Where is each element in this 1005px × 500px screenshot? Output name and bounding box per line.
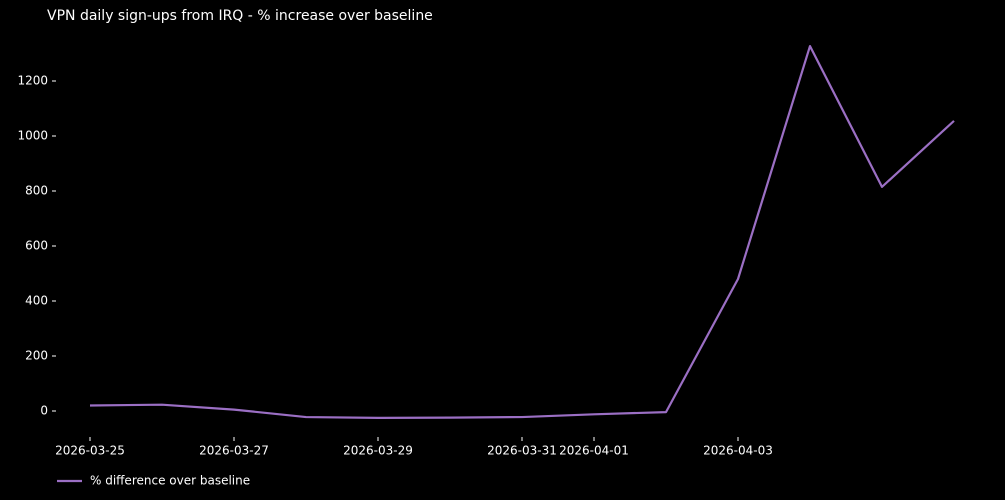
x-tick-label: 2026-04-03 xyxy=(703,444,773,458)
x-tick-label: 2026-03-27 xyxy=(199,444,269,458)
legend-label: % difference over baseline xyxy=(90,474,250,488)
x-tick-label: 2026-04-01 xyxy=(559,444,629,458)
y-tick-label: 1000 xyxy=(17,129,48,143)
data-line xyxy=(89,44,955,419)
chart-title: VPN daily sign-ups from IRQ - % increase… xyxy=(47,8,433,24)
y-tick-label: 1200 xyxy=(17,74,48,88)
y-tick-label: 0 xyxy=(40,404,48,418)
y-tick-label: 200 xyxy=(25,349,48,363)
x-tick-label: 2026-03-29 xyxy=(343,444,413,458)
y-tick-label: 400 xyxy=(25,294,48,308)
y-tick-label: 800 xyxy=(25,184,48,198)
y-tick-label: 600 xyxy=(25,239,48,253)
x-tick-label: 2026-03-31 xyxy=(487,444,557,458)
x-tick-label: 2026-03-25 xyxy=(55,444,125,458)
